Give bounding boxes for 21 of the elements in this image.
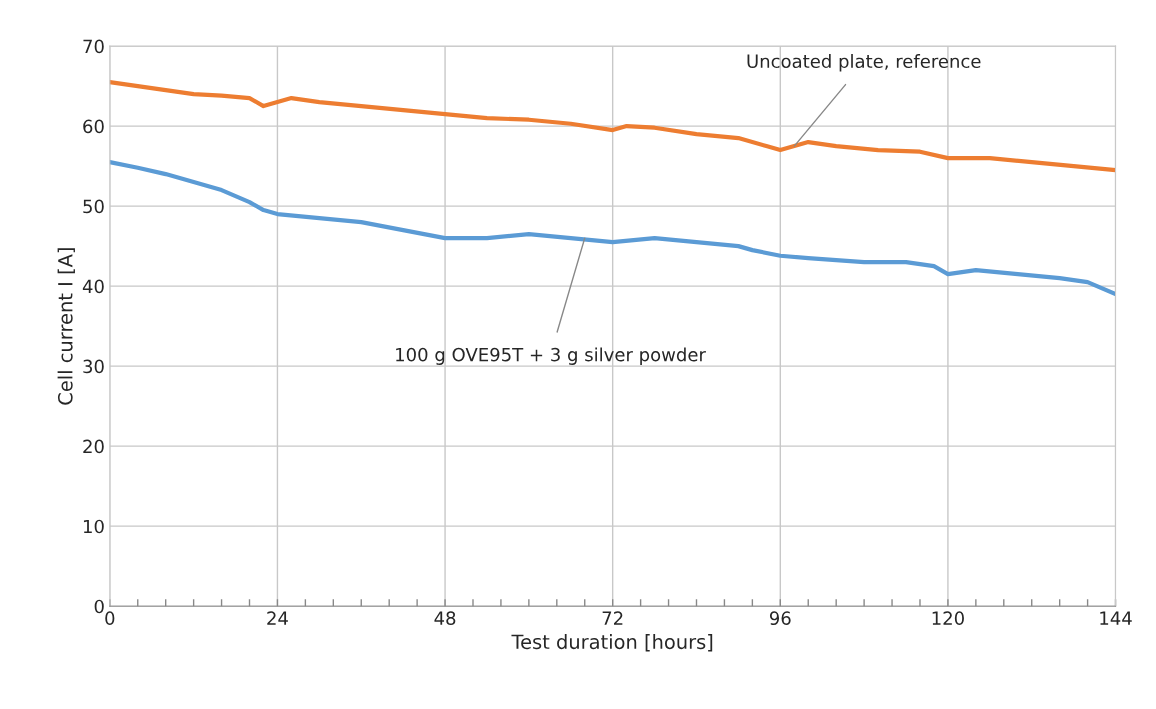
x-tick-label: 144 [1100, 611, 1132, 625]
y-tick-label: 40 [82, 279, 104, 294]
y-tick-label: 10 [83, 519, 104, 534]
x-tick-label: 0 [105, 611, 115, 626]
x-tick-label: 48 [434, 611, 456, 626]
x-tick-label: 24 [267, 611, 288, 625]
x-tick-label: 72 [602, 611, 623, 625]
y-tick-label: 20 [83, 439, 104, 454]
y-tick-label: 50 [83, 199, 104, 214]
annotation: Uncoated plate, reference [747, 54, 981, 72]
x-tick-label: 96 [769, 611, 791, 626]
y-tick-label: 70 [83, 39, 104, 54]
y-tick-label: 0 [94, 599, 104, 614]
x-tick-label: 120 [932, 611, 964, 626]
annotation: 100 g OVE95T + 3 g silver powder [396, 347, 706, 365]
y-axis-title: Cell current I [A] [57, 248, 75, 405]
y-tick-label: 60 [83, 119, 104, 134]
line-series [109, 80, 1116, 173]
x-axis-title: Test duration [hours] [511, 634, 713, 652]
line-series [109, 160, 1116, 297]
y-tick-label: 30 [83, 359, 104, 374]
